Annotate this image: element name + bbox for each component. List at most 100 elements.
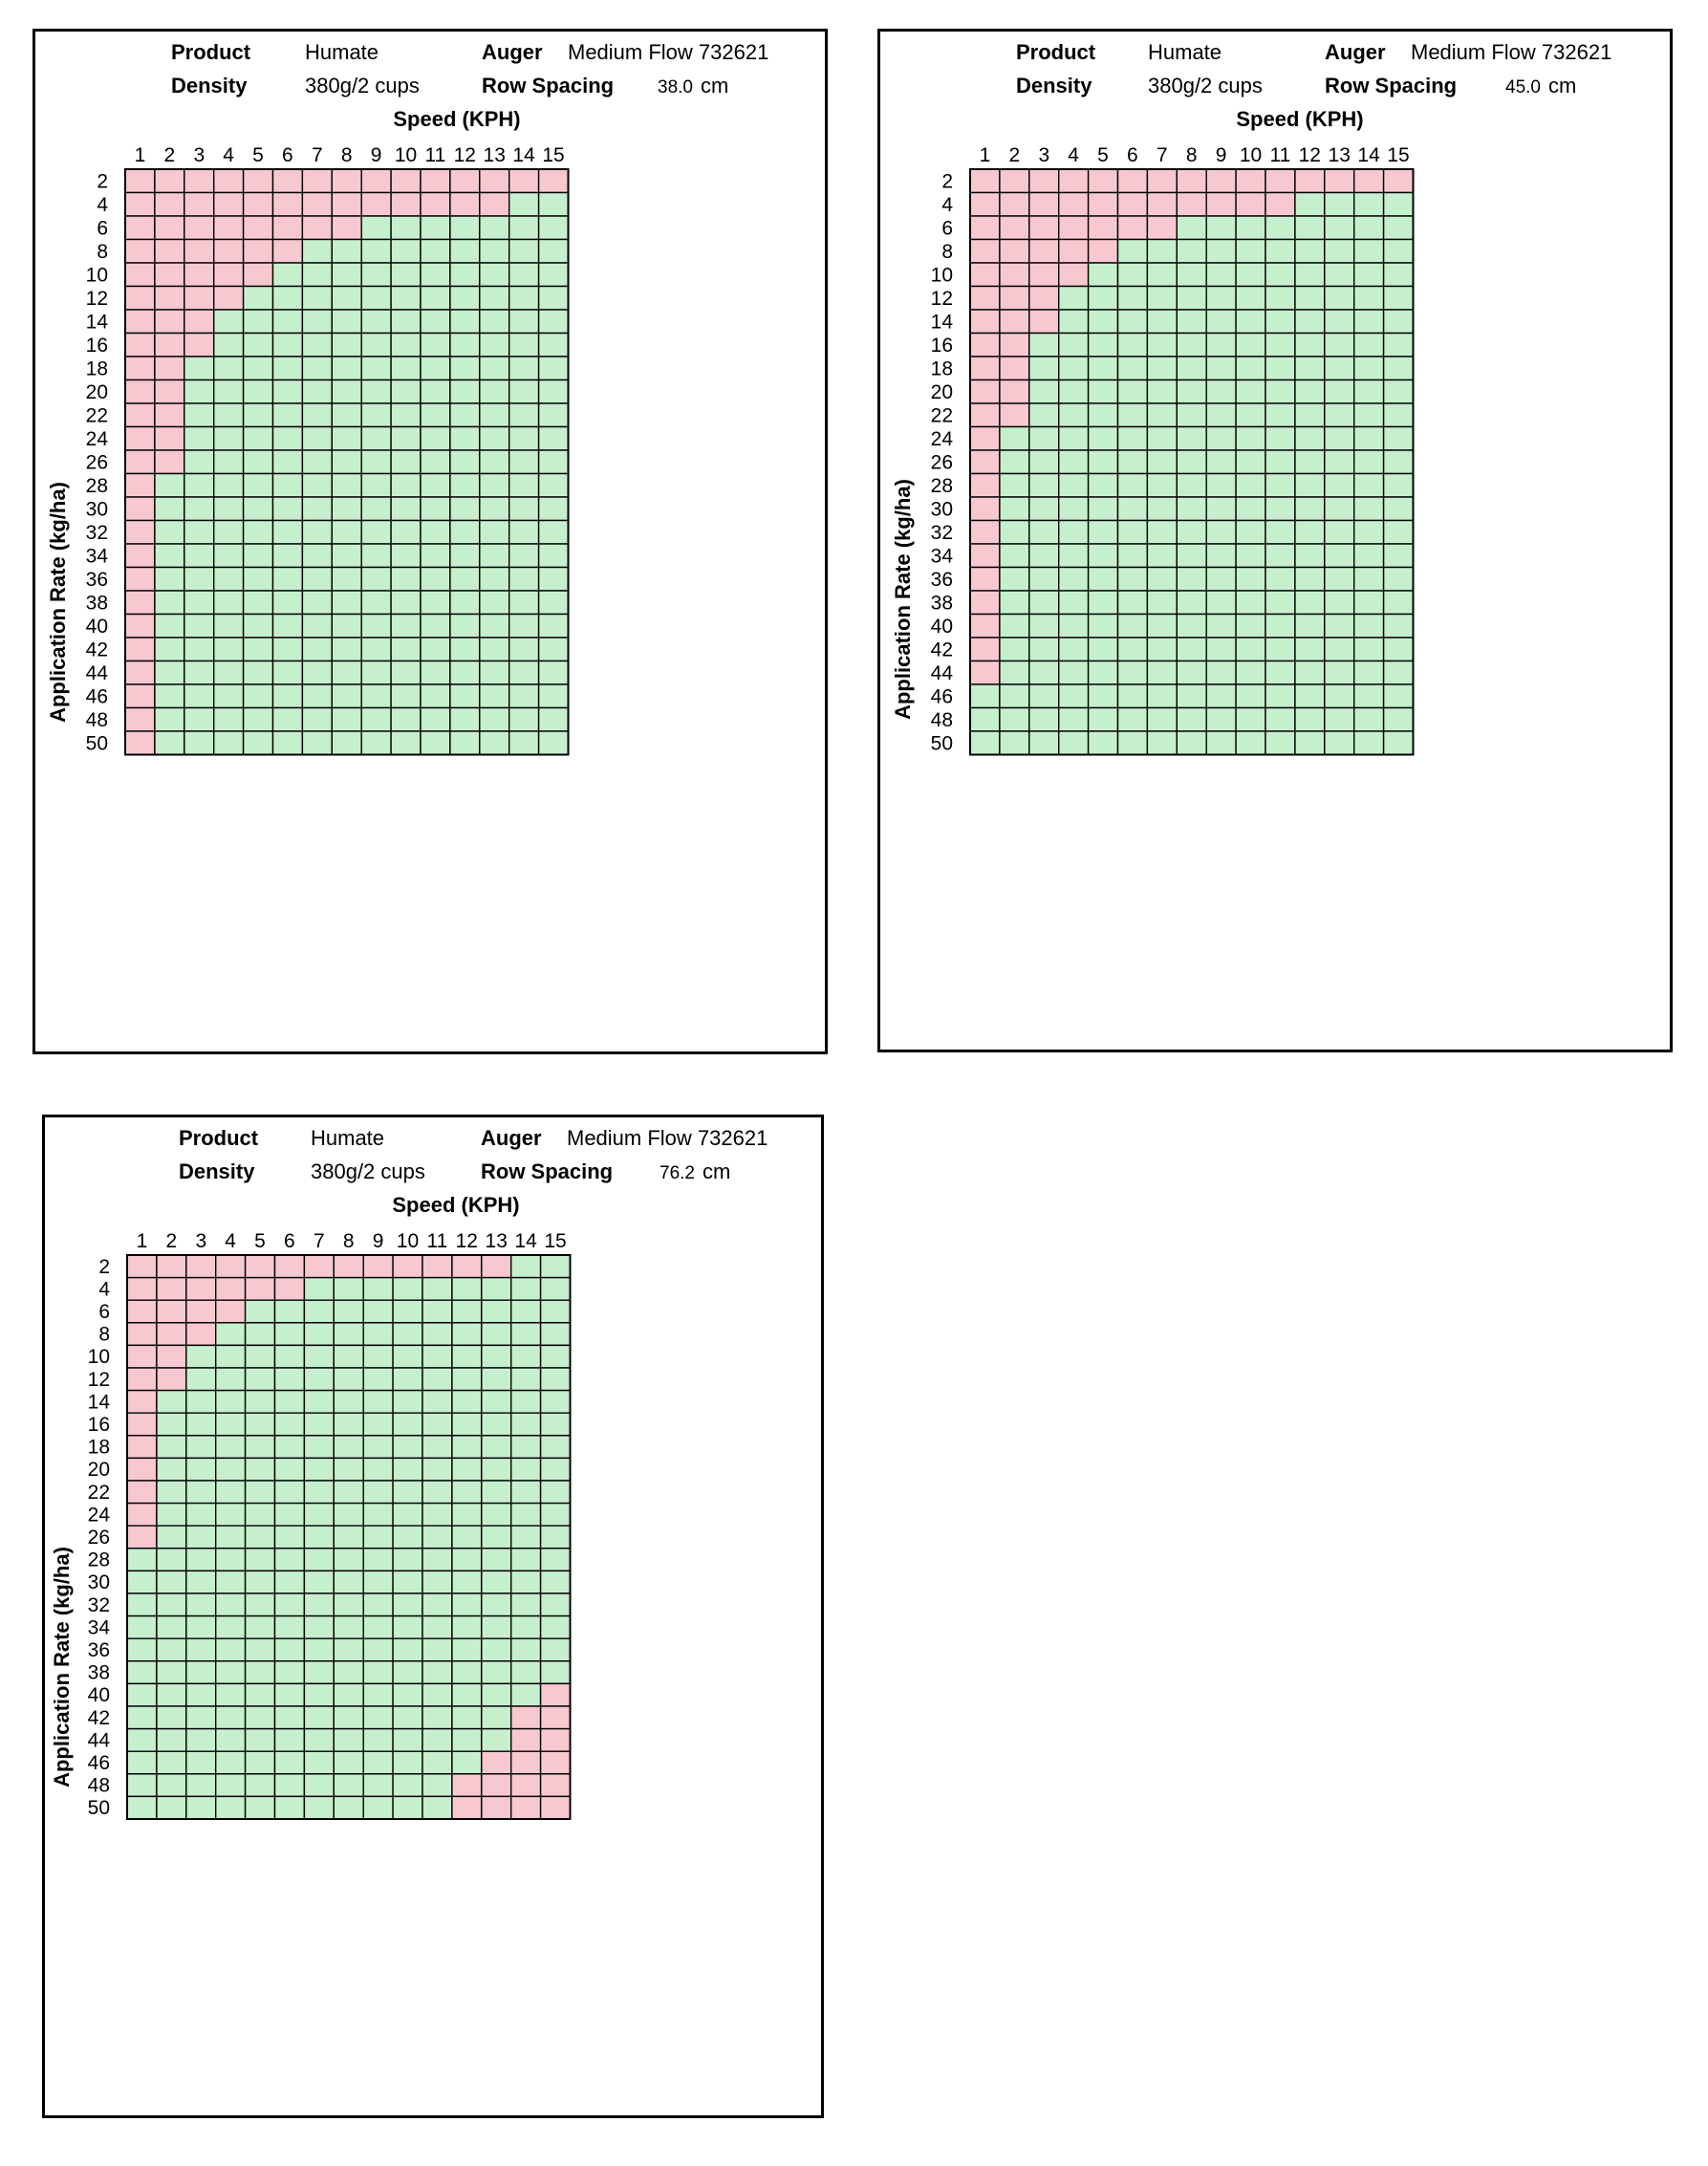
heatmap-cell-exceeds <box>481 1254 512 1279</box>
heatmap-cell-ok <box>154 590 185 616</box>
heatmap-cell-ok <box>449 425 481 451</box>
x-tick-label: 13 <box>1329 144 1351 166</box>
heatmap-cell-ok <box>479 449 510 475</box>
heatmap-cell-ok <box>273 1457 306 1482</box>
heatmap-cell-ok <box>333 1480 364 1505</box>
heatmap-cell-ok <box>1028 543 1060 569</box>
heatmap-cell-ok <box>360 660 392 685</box>
x-tick-label: 12 <box>1299 144 1321 166</box>
heatmap-cell-ok <box>362 1412 394 1437</box>
heatmap-cell-ok <box>242 285 274 311</box>
heatmap-cell-ok <box>479 543 510 569</box>
heatmap-cell-ok <box>244 1637 276 1662</box>
heatmap-cell-exceeds <box>214 1276 247 1301</box>
heatmap-cell-ok <box>510 1412 542 1437</box>
grid-border <box>124 168 570 756</box>
heatmap-cell-ok <box>449 730 481 756</box>
heatmap-cell-ok <box>242 543 274 569</box>
row-spacing-unit: cm <box>1548 74 1576 97</box>
heatmap-cell-exceeds <box>1028 285 1060 311</box>
heatmap-cell-ok <box>1176 402 1207 428</box>
heatmap-cell-ok <box>537 472 570 498</box>
heatmap-cell-ok <box>1146 262 1178 288</box>
heatmap-cell-exceeds <box>333 1254 364 1279</box>
heatmap-cell-exceeds <box>1028 191 1060 217</box>
heatmap-cell-ok <box>1028 519 1060 545</box>
heatmap-cell-ok <box>420 566 451 592</box>
heatmap-cell-ok <box>1353 683 1385 709</box>
heatmap-cell-ok <box>479 472 510 498</box>
heatmap-cell-ok <box>390 449 422 475</box>
heatmap-cell-ok <box>1176 379 1207 404</box>
heatmap-cell-ok <box>1235 356 1266 381</box>
heatmap-cell-ok <box>420 683 451 709</box>
heatmap-cell-exceeds <box>969 332 1001 357</box>
heatmap-cell-ok <box>303 1592 335 1617</box>
heatmap-cell-ok <box>999 590 1030 616</box>
heatmap-cell-ok <box>392 1389 423 1414</box>
y-tick-label: 6 <box>941 217 953 239</box>
heatmap-cell-ok <box>333 1435 364 1460</box>
heatmap-cell-ok <box>390 730 422 756</box>
heatmap-cell-ok <box>1265 215 1296 241</box>
heatmap-cell-exceeds <box>124 660 156 685</box>
heatmap-cell-ok <box>420 425 451 451</box>
heatmap-cell-ok <box>537 215 570 241</box>
heatmap-cell-exceeds <box>1057 215 1090 241</box>
heatmap-cell-ok <box>392 1727 423 1752</box>
heatmap-cell-ok <box>390 660 422 685</box>
heatmap-cell-ok <box>303 1322 335 1347</box>
heatmap-cell-ok <box>303 1457 335 1482</box>
heatmap-cell-ok <box>1324 543 1355 569</box>
heatmap-cell-ok <box>242 590 274 616</box>
heatmap-cell-ok <box>1353 356 1385 381</box>
heatmap-cell-exceeds <box>1116 215 1149 241</box>
heatmap-cell-ok <box>481 1727 512 1752</box>
heatmap-cell-exceeds <box>969 543 1001 569</box>
y-tick-label: 24 <box>88 1504 111 1526</box>
heatmap-cell-ok <box>273 1795 306 1820</box>
heatmap-cell-ok <box>331 425 362 451</box>
y-tick-label: 36 <box>88 1639 110 1661</box>
heatmap-cell-ok <box>333 1322 364 1347</box>
heatmap-cell-ok <box>360 519 392 545</box>
heatmap-cell-ok <box>1146 425 1178 451</box>
heatmap-cell-ok <box>1205 613 1237 639</box>
chart-svg-3: Product Humate Auger Medium Flow 732621 … <box>50 1126 768 1820</box>
heatmap-cell-ok <box>331 706 362 732</box>
heatmap-cell-ok <box>156 1548 187 1572</box>
heatmap-cell-ok <box>1294 496 1326 522</box>
heatmap-cell-ok <box>301 683 333 709</box>
y-tick-label: 48 <box>88 1775 110 1797</box>
heatmap-cell-ok <box>184 356 215 381</box>
heatmap-cell-ok <box>271 356 304 381</box>
heatmap-cell-ok <box>1087 566 1119 592</box>
heatmap-cell-ok <box>1382 238 1415 264</box>
heatmap-cell-ok <box>390 613 422 639</box>
heatmap-cell-ok <box>331 472 362 498</box>
heatmap-cell-ok <box>244 1682 276 1707</box>
x-tick-label: 12 <box>456 1230 478 1252</box>
heatmap-cell-exceeds <box>184 309 215 335</box>
y-tick-label: 26 <box>931 451 953 473</box>
heatmap-cell-ok <box>1324 379 1355 404</box>
heatmap-cell-ok <box>1205 519 1237 545</box>
heatmap-cell-ok <box>333 1389 364 1414</box>
auger-value: Medium Flow 732621 <box>567 1126 768 1150</box>
y-tick-label: 12 <box>88 1369 110 1391</box>
heatmap-cell-ok <box>214 1795 247 1820</box>
product-label: Product <box>1016 40 1096 64</box>
heatmap-cell-exceeds <box>124 543 156 569</box>
heatmap-cell-ok <box>271 637 304 662</box>
heatmap-cell-ok <box>271 566 304 592</box>
heatmap-cell-ok <box>156 1773 187 1798</box>
heatmap-cell-ok <box>242 706 274 732</box>
heatmap-cell-ok <box>1028 379 1060 404</box>
heatmap-cell-exceeds <box>126 1322 158 1347</box>
heatmap-cell-ok <box>360 262 392 288</box>
heatmap-cell-ok <box>360 566 392 592</box>
heatmap-cell-ok <box>1028 660 1060 685</box>
heatmap-cell-ok <box>537 425 570 451</box>
heatmap-cell-ok <box>1057 730 1090 756</box>
heatmap-cell-exceeds <box>154 215 185 241</box>
